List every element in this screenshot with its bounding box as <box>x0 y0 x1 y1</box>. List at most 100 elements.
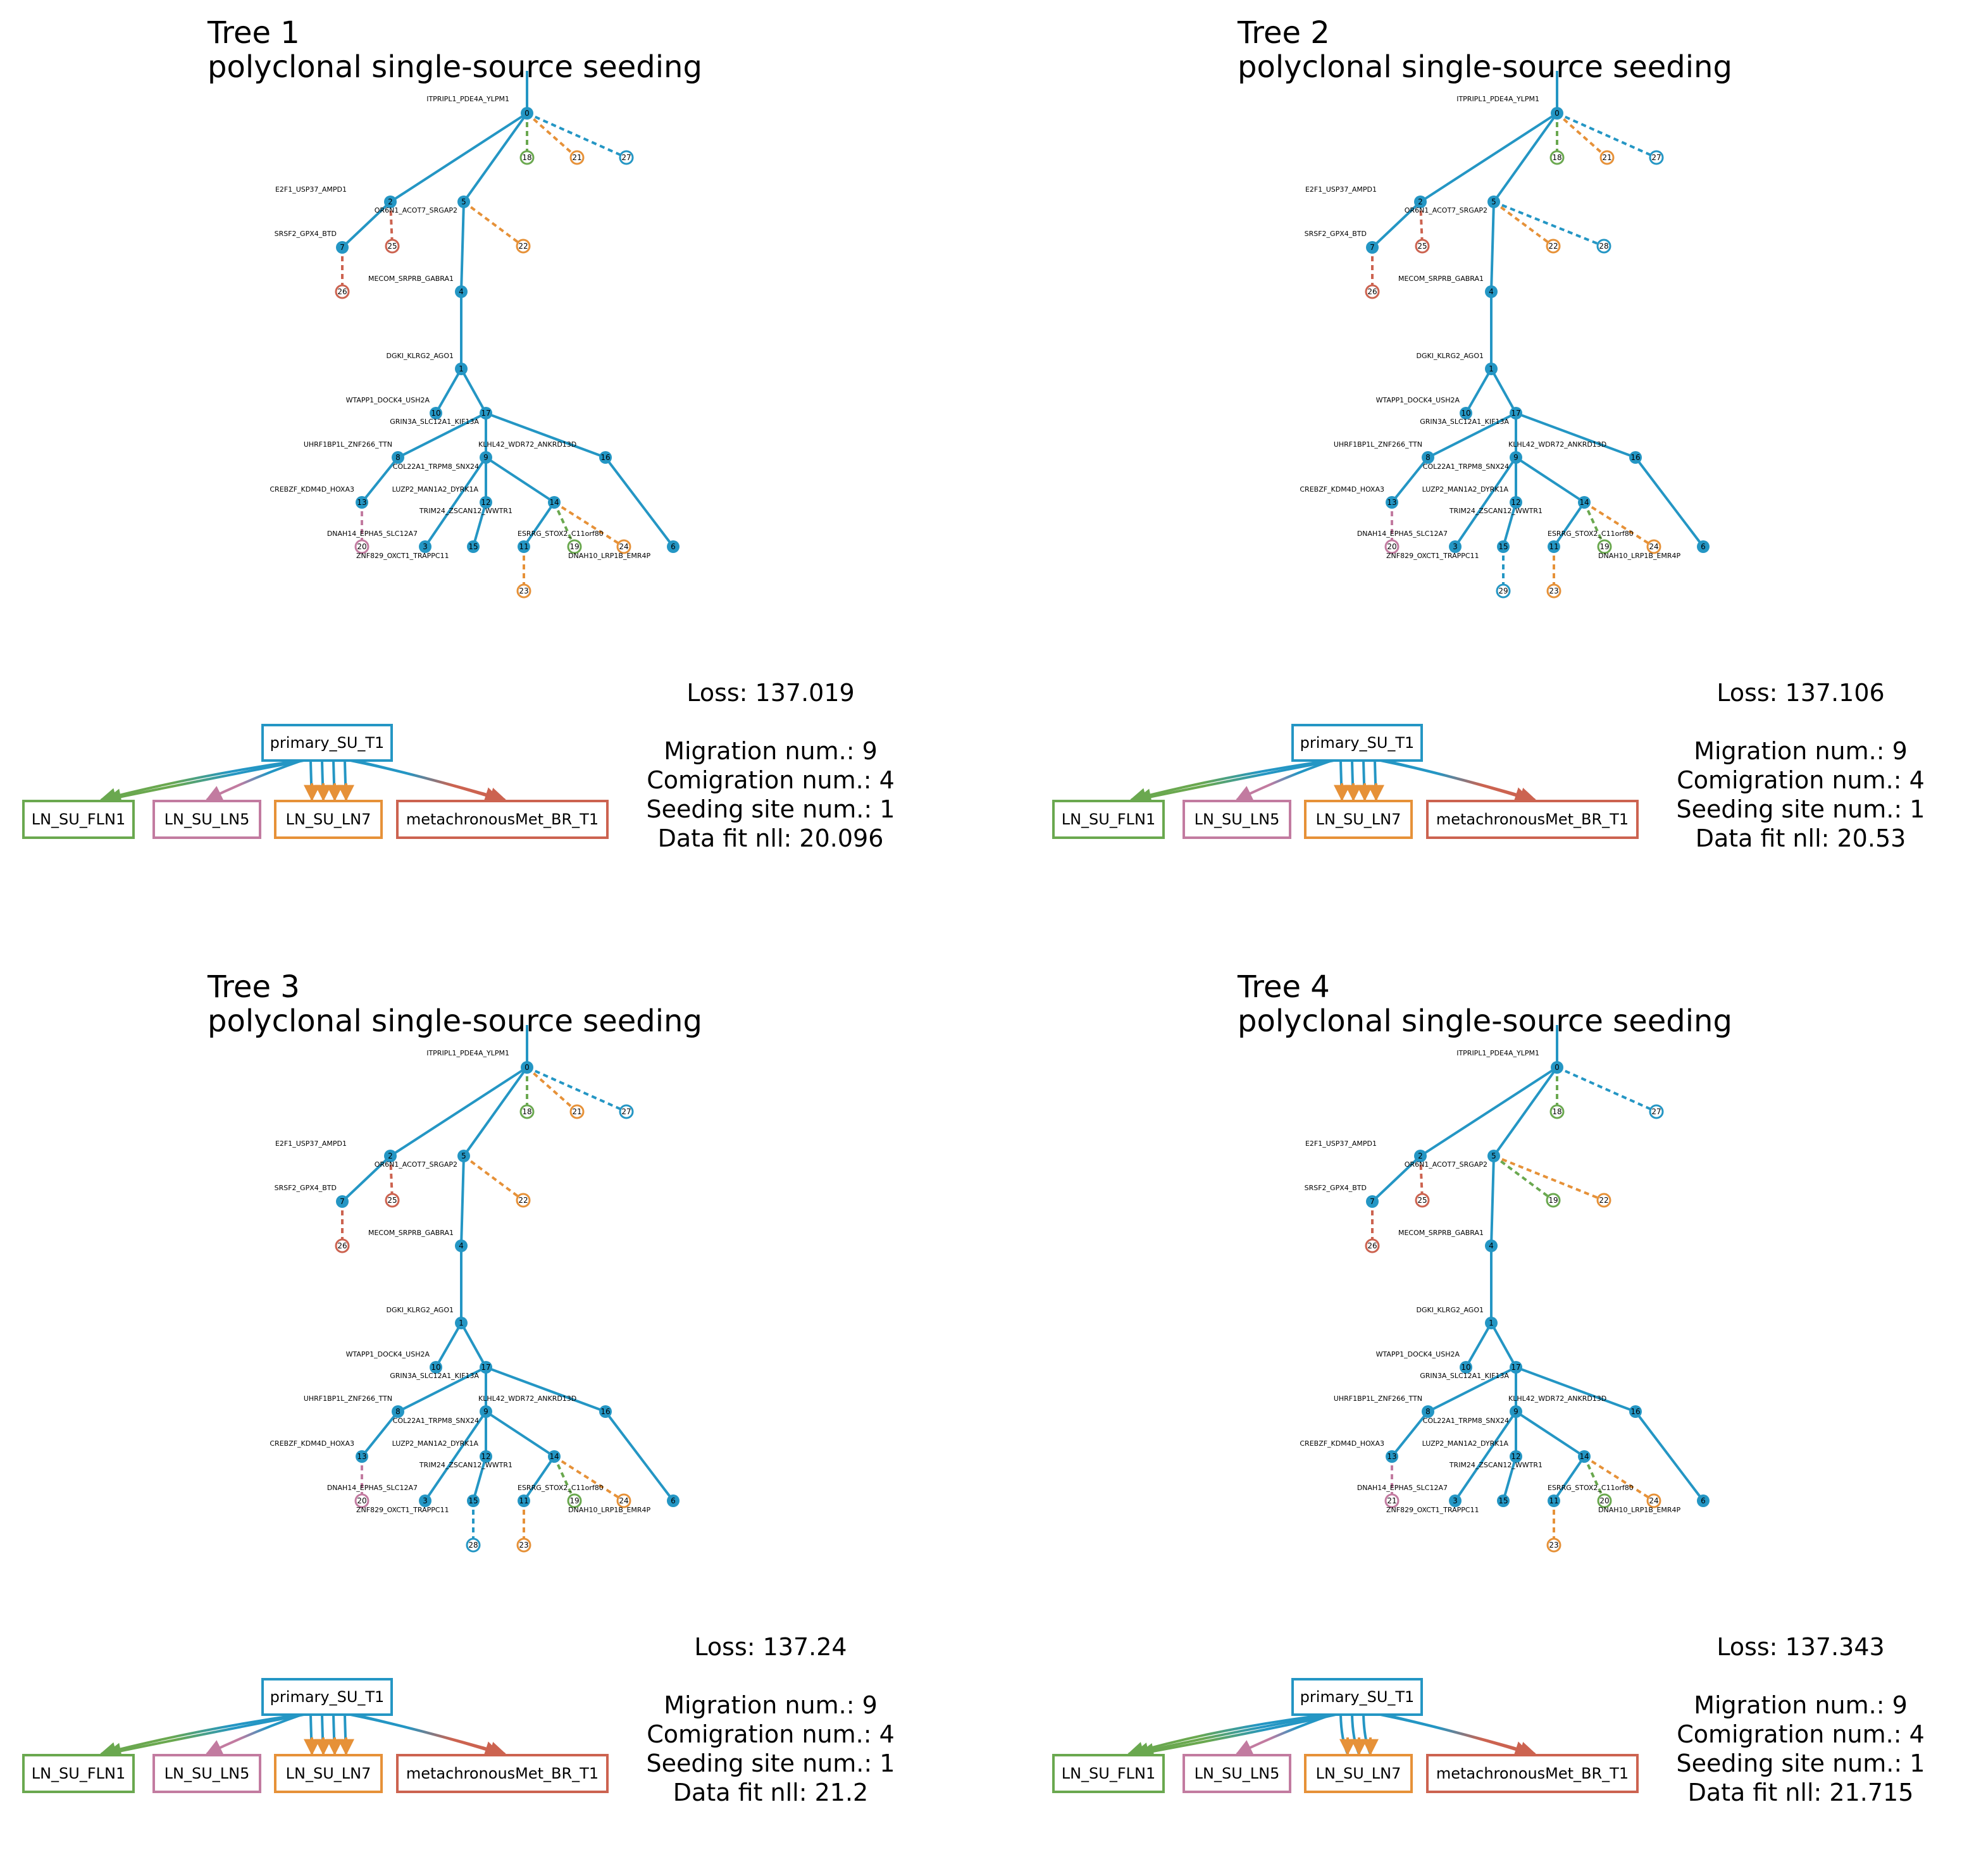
gene-label: COL22A1_TRPM8_SNX24 <box>1423 1417 1509 1425</box>
gene-label: E2F1_USP37_AMPD1 <box>1305 1140 1377 1148</box>
leaf-node-20 <box>354 539 369 554</box>
gene-label: UHRF1BP1L_ZNF266_TTN <box>304 440 392 449</box>
loss-value: Loss: 137.24 <box>694 1633 847 1661</box>
leaf-node-25 <box>1415 1193 1430 1208</box>
leaf-node-27 <box>619 150 634 165</box>
gene-label: ESRRG_STOX2_C11orf80 <box>518 1484 604 1492</box>
gene-label: KLHL42_WDR72_ANKRD13D <box>1508 440 1606 449</box>
leaf-edge-21 <box>526 1066 578 1113</box>
leaf-node-label: 22 <box>1548 242 1558 251</box>
tree-node-16 <box>599 1405 612 1418</box>
tree-node-8 <box>1422 1405 1434 1418</box>
site-label: LN_SU_LN5 <box>164 1765 250 1782</box>
migration-graph: primary_SU_T1 LN_SU_FLN1 LN_SU_LN5 LN_SU_LN… <box>22 1678 609 1793</box>
leaf-node-25 <box>385 1193 400 1208</box>
tree-node-label: 2 <box>388 197 393 206</box>
leaf-node-label: 20 <box>1387 542 1396 551</box>
leaf-node-label: 21 <box>572 1107 581 1116</box>
tree-node-label: 11 <box>1549 542 1558 551</box>
migration-edge <box>1129 759 1331 804</box>
gene-label: KLHL42_WDR72_ANKRD13D <box>478 440 576 449</box>
leaf-edge-22 <box>1493 1155 1605 1202</box>
gene-label: SRSF2_GPX4_BTD <box>275 230 337 238</box>
leaf-node-21 <box>569 1104 585 1119</box>
tree-node-10 <box>430 1361 442 1374</box>
leaf-node-20 <box>354 1493 369 1508</box>
tree-node-10 <box>1460 1361 1472 1374</box>
tree-node-label: 9 <box>483 453 488 462</box>
leaf-node-label: 22 <box>1599 1196 1608 1205</box>
leaf-node-24 <box>616 1493 631 1508</box>
gene-label: SRSF2_GPX4_BTD <box>275 1184 337 1192</box>
tree-node-label: 3 <box>423 542 428 551</box>
leaf-node-23 <box>1546 1537 1561 1553</box>
tree-nodes: 0 ITPRIPL1_PDE4A_YLPM1 2 E2F1_USP37_AMPD1 5O… <box>270 95 680 560</box>
gene-label: TRIM24_ZSCAN12_WWTR1 <box>1449 507 1543 515</box>
tree-edge-14-11 <box>1553 1455 1586 1502</box>
migration-num: Migration num.: 9 <box>1694 1691 1908 1719</box>
seeding-site-num: Seeding site num.: 1 <box>1677 1749 1925 1777</box>
tree-node-label: 2 <box>388 1152 393 1160</box>
tree-nodes: 0 ITPRIPL1_PDE4A_YLPM1 2 E2F1_USP37_AMPD1 5O… <box>1300 1049 1710 1514</box>
site-box-LN_SU_LN7 <box>274 1754 383 1793</box>
tree-title: Tree 3 <box>207 969 300 1005</box>
gene-label: ESRRG_STOX2_C11orf80 <box>1548 1484 1634 1492</box>
migration-edge <box>1380 1713 1532 1758</box>
leaf-edge-21 <box>1556 112 1608 159</box>
tree-node-6 <box>1697 540 1710 553</box>
tree-node-label: 7 <box>340 1197 345 1206</box>
tree-edge-16-6 <box>1634 1410 1704 1502</box>
tree-node-0 <box>521 1061 533 1074</box>
tree-node-label: 1 <box>1489 1319 1494 1327</box>
tree-node-label: 5 <box>1491 197 1496 206</box>
tree-node-3 <box>1449 540 1462 553</box>
tree-node-3 <box>419 540 431 553</box>
data-fit-nll: Data fit nll: 21.2 <box>673 1779 868 1806</box>
tree-node-label: 13 <box>1387 1452 1396 1461</box>
site-box-LN_SU_LN5 <box>1183 800 1291 839</box>
tree-node-14 <box>1578 1450 1591 1463</box>
stats-block: Loss: 137.106 Migration num.: 9Comigratio… <box>1677 679 1925 852</box>
gene-label: ESRRG_STOX2_C11orf80 <box>1548 530 1634 538</box>
comigration-num: Comigration num.: 4 <box>1677 1720 1925 1748</box>
migration-graph: primary_SU_T1 LN_SU_FLN1 LN_SU_LN5 LN_SU_LN… <box>22 724 609 839</box>
gene-label: ZNF829_OXCT1_TRAPPC11 <box>1386 1506 1479 1514</box>
tree-node-0 <box>521 107 533 120</box>
leaf-node-label: 24 <box>619 542 628 551</box>
gene-label: LUZP2_MAN1A2_DYRK1A <box>1422 485 1509 494</box>
gene-label: ZNF829_OXCT1_TRAPPC11 <box>1386 552 1479 560</box>
tree-node-0 <box>1551 1061 1563 1074</box>
tree-node-label: 14 <box>1579 1452 1589 1461</box>
tree-subtitle: polyclonal single-source seeding <box>1238 1003 1732 1039</box>
gene-label: WTAPP1_DOCK4_USH2A <box>1376 1350 1460 1358</box>
tree-edge-2-7 <box>1371 201 1422 249</box>
leaf-node-label: 24 <box>1649 1496 1658 1505</box>
tree-node-13 <box>1386 496 1398 509</box>
site-label: metachronousMet_BR_T1 <box>406 811 599 828</box>
tree-edge-17-8 <box>397 1366 487 1413</box>
tree-node-label: 14 <box>1579 498 1589 507</box>
leaf-node-label: 19 <box>569 542 579 551</box>
tree-node-label: 17 <box>1511 409 1520 418</box>
tree-node-label: 16 <box>1630 453 1640 462</box>
site-label: LN_SU_LN7 <box>1316 1765 1401 1782</box>
tree-node-12 <box>1510 1450 1522 1463</box>
tree-node-label: 8 <box>1425 453 1431 462</box>
tree-edge-8-13 <box>361 456 399 504</box>
leaf-node-label: 29 <box>1498 587 1508 595</box>
migration-edge <box>1235 759 1332 801</box>
leaf-node-label: 22 <box>518 1196 528 1205</box>
tree-edge-5-4 <box>1490 1155 1495 1246</box>
gene-label: CREBZF_KDM4D_HOXA3 <box>1300 485 1384 494</box>
leaf-node-label: 25 <box>387 1196 397 1205</box>
site-box-metachronousMet_BR_T1 <box>1426 800 1639 839</box>
leaf-edge-24 <box>553 1455 625 1502</box>
gene-label: DGKI_KLRG2_AGO1 <box>1417 352 1484 360</box>
site-box-primary <box>1291 724 1423 762</box>
tree-node-label: 8 <box>395 1407 400 1416</box>
tree-edge-8-13 <box>1391 456 1429 504</box>
tree-node-3 <box>1449 1494 1462 1507</box>
migration-num: Migration num.: 9 <box>1694 737 1908 765</box>
tree-edge-9-3 <box>1454 1410 1517 1502</box>
